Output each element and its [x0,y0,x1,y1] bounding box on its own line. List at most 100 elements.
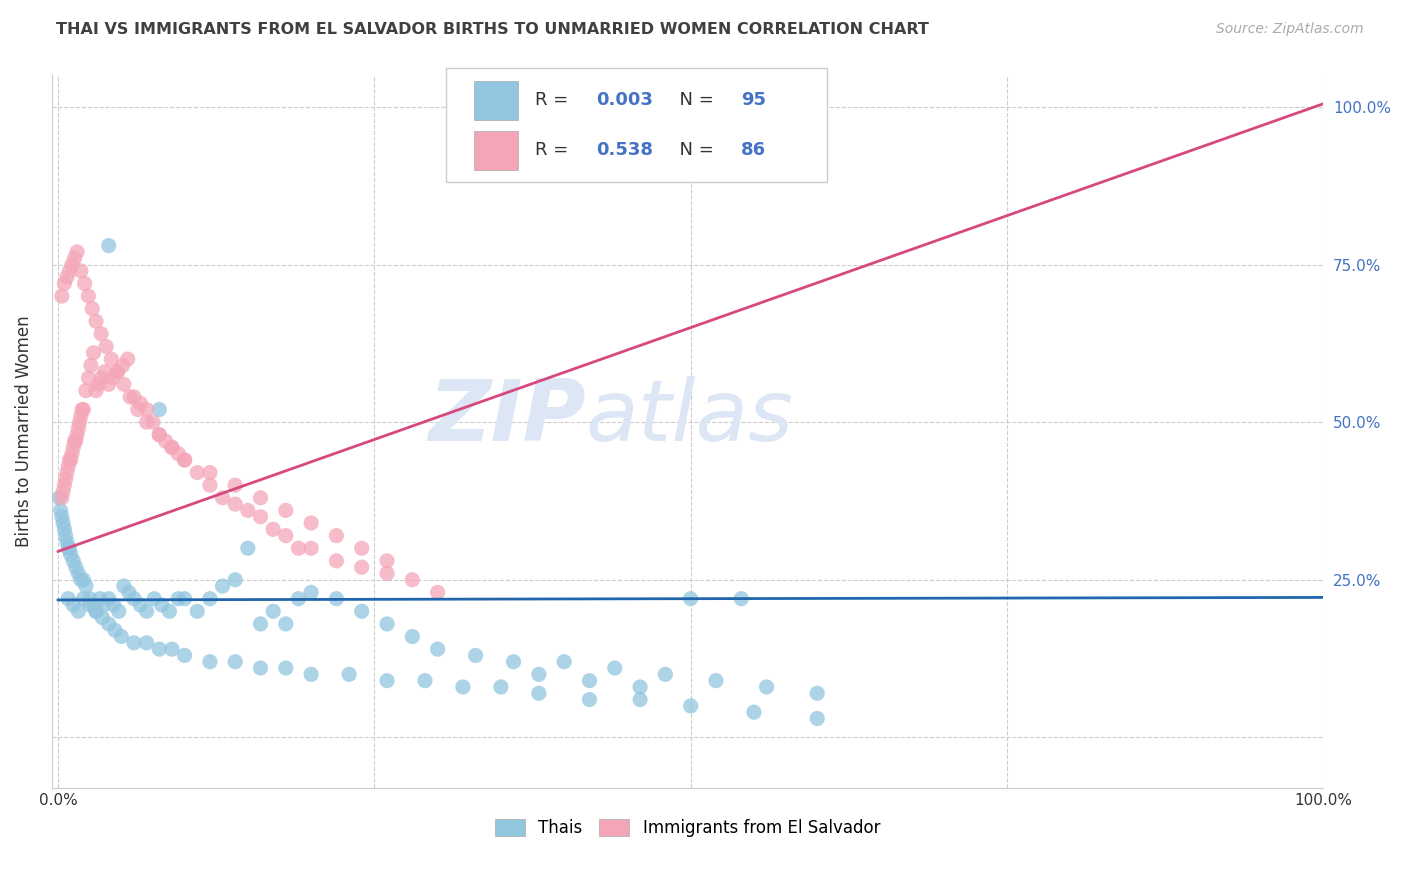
Point [97,591,120,606]
Point [401,573,423,587]
Point [122,636,145,650]
Point [135,402,157,417]
Point [65,434,87,448]
Point [148,427,170,442]
Point [83,598,105,612]
Point [84,314,107,328]
Point [48,491,70,505]
Point [122,390,145,404]
Point [160,441,183,455]
Point [236,541,259,556]
Point [129,598,152,612]
Point [167,447,190,461]
Point [186,604,208,618]
Point [52,484,75,499]
Point [155,434,177,448]
Point [198,466,221,480]
Point [79,598,101,612]
Point [59,548,82,562]
Point [94,365,117,379]
Text: THAI VS IMMIGRANTS FROM EL SALVADOR BIRTHS TO UNMARRIED WOMEN CORRELATION CHART: THAI VS IMMIGRANTS FROM EL SALVADOR BIRT… [56,22,929,37]
Point [89,591,111,606]
Point [63,251,86,265]
Point [173,648,195,663]
Point [224,478,246,492]
Point [249,616,271,631]
Point [120,390,142,404]
Point [299,541,322,556]
Point [70,402,93,417]
Point [375,554,398,568]
Point [51,289,73,303]
Point [62,598,84,612]
Point [704,673,727,688]
Point [262,604,284,618]
Point [148,402,170,417]
Text: atlas: atlas [586,376,794,458]
Point [135,636,157,650]
Point [107,365,129,379]
Point [173,453,195,467]
Point [112,377,135,392]
Point [730,591,752,606]
Point [628,680,651,694]
Text: 95: 95 [741,91,766,110]
Point [84,384,107,398]
Point [91,610,114,624]
Point [90,371,112,385]
Point [198,591,221,606]
Point [806,711,828,725]
Point [211,491,233,505]
Point [337,667,360,681]
Point [186,466,208,480]
Point [249,509,271,524]
Point [80,359,103,373]
Point [62,441,84,455]
Point [59,453,82,467]
Point [325,528,347,542]
Point [299,585,322,599]
Point [401,630,423,644]
FancyBboxPatch shape [474,81,519,120]
Point [58,459,80,474]
Point [101,371,124,385]
Point [67,566,90,581]
Point [299,667,322,681]
Point [58,541,80,556]
Point [58,453,80,467]
Text: 0.003: 0.003 [596,91,652,110]
Point [52,516,75,530]
Point [103,598,125,612]
Point [84,604,107,618]
Point [110,630,132,644]
Point [287,541,309,556]
Text: N =: N = [668,141,720,159]
Point [679,591,702,606]
Point [375,566,398,581]
Point [66,427,89,442]
Point [167,591,190,606]
Point [173,453,195,467]
Point [299,516,322,530]
Point [118,585,141,599]
Point [148,642,170,657]
Point [56,535,79,549]
Point [755,680,778,694]
Point [97,377,120,392]
Point [426,642,449,657]
Point [451,680,474,694]
Point [274,528,297,542]
Point [129,396,152,410]
Point [127,402,149,417]
Point [489,680,512,694]
Point [93,598,115,612]
Point [83,346,105,360]
Point [173,591,195,606]
Point [51,509,73,524]
Point [100,352,122,367]
Point [211,579,233,593]
Point [150,598,173,612]
Point [55,528,77,542]
Point [107,365,129,379]
Point [107,604,129,618]
